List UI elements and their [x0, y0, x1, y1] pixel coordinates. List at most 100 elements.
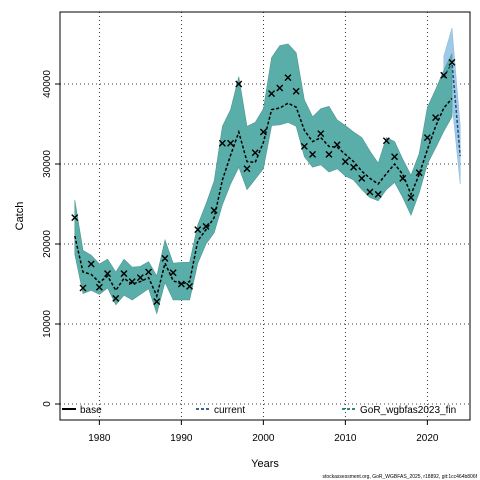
- observed-point: [276, 84, 284, 92]
- observed-point-stroke: [95, 283, 103, 291]
- observed-point: [145, 268, 153, 276]
- y-tick-label: 20000: [42, 230, 53, 258]
- observed-point: [325, 150, 333, 158]
- observed-point: [300, 142, 308, 150]
- observed-point-stroke: [227, 139, 235, 147]
- observed-point-stroke: [300, 142, 308, 150]
- observed-point-stroke: [341, 158, 349, 166]
- observed-point-stroke: [366, 188, 374, 196]
- observed-point: [227, 139, 235, 147]
- observed-point-stroke: [186, 282, 194, 290]
- observed-point: [333, 141, 341, 149]
- observed-point-stroke: [145, 268, 153, 276]
- observed-point: [350, 163, 358, 171]
- observed-point-stroke: [448, 58, 456, 66]
- observed-point-stroke: [243, 165, 251, 173]
- x-axis: 1980 1990 2000 2010 2020: [88, 420, 439, 444]
- legend-item: GoR_wgbfas2023_fin: [342, 405, 456, 416]
- observed-point: [251, 149, 259, 157]
- observed-point-stroke: [374, 190, 382, 198]
- observed-point: [136, 274, 144, 282]
- observed-point-stroke: [259, 128, 267, 136]
- observed-point-stroke: [276, 84, 284, 92]
- y-tick-label: 10000: [42, 310, 53, 338]
- plot-frame: [59, 11, 471, 421]
- observed-point-stroke: [210, 206, 218, 214]
- observed-point-stroke: [161, 254, 169, 262]
- series-line-main: [74, 97, 453, 299]
- observed-point-stroke: [399, 174, 407, 182]
- grid-lines: [60, 12, 470, 420]
- y-axis: 0 10000 20000 30000 40000: [42, 70, 60, 407]
- observed-point: [268, 90, 276, 98]
- y-axis-title: Catch: [14, 202, 26, 231]
- observed-point-stroke: [169, 269, 177, 277]
- y-tick-label: 0: [42, 401, 53, 407]
- observed-point: [415, 169, 423, 177]
- observed-point: [186, 282, 194, 290]
- x-axis-title: Years: [251, 458, 279, 470]
- x-tick-label: 1990: [170, 433, 193, 444]
- confidence-bands: [74, 27, 461, 315]
- observed-point-stroke: [202, 222, 210, 230]
- legend-label: current: [214, 405, 245, 416]
- observed-point: [259, 128, 267, 136]
- observed-point: [210, 206, 218, 214]
- observed-point: [194, 226, 202, 234]
- observed-point-stroke: [112, 294, 120, 302]
- observed-point-stroke: [292, 87, 300, 95]
- observed-point-stroke: [104, 270, 112, 278]
- observed-point: [284, 74, 292, 82]
- observed-point-stroke: [235, 80, 243, 88]
- legend-item: base: [62, 405, 102, 416]
- observed-point: [112, 294, 120, 302]
- observed-point-stroke: [120, 270, 128, 278]
- observed-point-stroke: [284, 74, 292, 82]
- observed-point: [423, 134, 431, 142]
- confidence-band-main: [74, 43, 453, 315]
- observed-point-stroke: [432, 114, 440, 122]
- observed-point-stroke: [325, 150, 333, 158]
- observed-point-stroke: [128, 278, 136, 286]
- observed-point-stroke: [251, 149, 259, 157]
- observed-point-stroke: [268, 90, 276, 98]
- legend-label: GoR_wgbfas2023_fin: [360, 405, 456, 416]
- observed-point: [71, 214, 79, 222]
- legend-label: base: [80, 405, 102, 416]
- observed-point: [292, 87, 300, 95]
- x-tick-label: 2010: [334, 433, 357, 444]
- observed-point: [104, 270, 112, 278]
- observed-point-stroke: [79, 284, 87, 292]
- observed-point-stroke: [423, 134, 431, 142]
- observed-point: [317, 130, 325, 138]
- observed-point-stroke: [415, 169, 423, 177]
- observed-point-stroke: [218, 139, 226, 147]
- x-tick-label: 2020: [416, 433, 439, 444]
- observed-point: [128, 278, 136, 286]
- observed-point: [79, 284, 87, 292]
- observed-point-stroke: [136, 274, 144, 282]
- observed-point-stroke: [87, 260, 95, 268]
- x-tick-label: 1980: [88, 433, 111, 444]
- observed-point-stroke: [71, 214, 79, 222]
- observed-point: [382, 137, 390, 145]
- x-tick-label: 2000: [252, 433, 275, 444]
- observed-point-stroke: [153, 298, 161, 306]
- observed-points: [71, 58, 456, 306]
- observed-point: [366, 188, 374, 196]
- observed-point: [448, 58, 456, 66]
- observed-point: [235, 80, 243, 88]
- observed-point: [440, 71, 448, 79]
- observed-point: [243, 165, 251, 173]
- observed-point-stroke: [350, 163, 358, 171]
- observed-point: [374, 190, 382, 198]
- observed-point-stroke: [407, 194, 415, 202]
- observed-point-stroke: [309, 150, 317, 158]
- observed-point: [95, 283, 103, 291]
- observed-point: [169, 269, 177, 277]
- observed-point: [153, 298, 161, 306]
- observed-point: [358, 174, 366, 182]
- observed-point-stroke: [382, 137, 390, 145]
- observed-point-stroke: [358, 174, 366, 182]
